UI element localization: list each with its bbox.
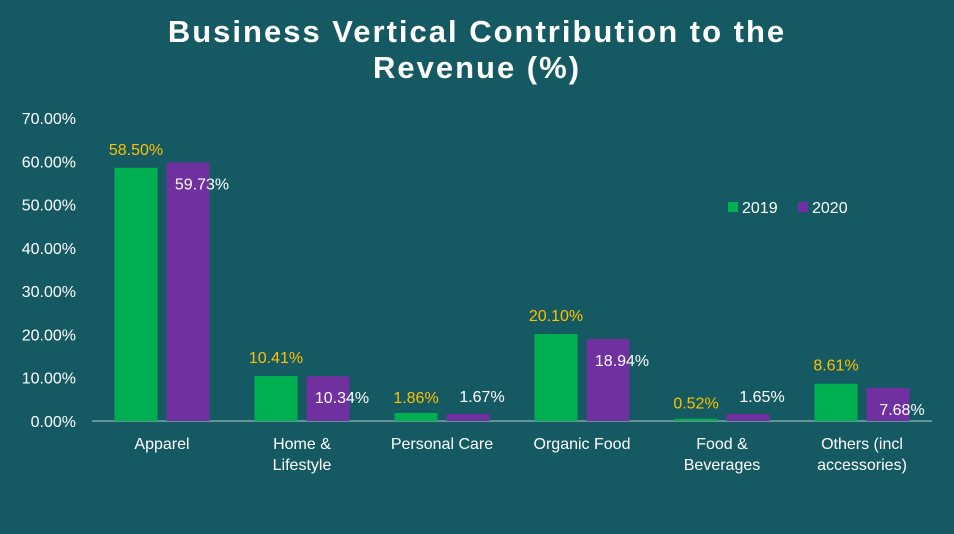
category-label: Apparel (134, 436, 189, 453)
bar-2019 (394, 412, 438, 421)
data-label-2020: 7.68% (879, 402, 924, 419)
legend-swatch-2019 (728, 202, 738, 212)
bar-2020 (586, 339, 630, 421)
bar-2019 (114, 167, 158, 421)
category-label: Lifestyle (273, 457, 332, 474)
y-tick-label: 10.00% (22, 371, 76, 388)
data-label-2019: 8.61% (813, 358, 858, 375)
bar-2020 (446, 413, 490, 421)
y-tick-label: 0.00% (31, 414, 76, 431)
category-label: Organic Food (534, 436, 631, 453)
category-label: accessories) (817, 457, 907, 474)
chart-title: Business Vertical Contribution to the Re… (0, 14, 954, 86)
bar-2020 (726, 413, 770, 421)
bar-2019 (674, 418, 718, 421)
y-tick-label: 20.00% (22, 327, 76, 344)
y-tick-label: 30.00% (22, 284, 76, 301)
bar-2020 (166, 162, 210, 422)
category-label: Others (incl (821, 436, 903, 453)
bar-2019 (534, 333, 578, 421)
y-tick-label: 70.00% (22, 111, 76, 128)
data-label-2019: 58.50% (109, 142, 163, 159)
data-label-2019: 20.10% (529, 308, 583, 325)
data-label-2019: 10.41% (249, 350, 303, 367)
category-label: Home & (273, 436, 331, 453)
data-label-2020: 1.65% (739, 389, 784, 406)
y-tick-label: 50.00% (22, 198, 76, 215)
data-label-2020: 59.73% (175, 176, 229, 193)
chart-title-line-2: Revenue (%) (372, 50, 582, 85)
category-label: Personal Care (391, 436, 493, 453)
data-label-2019: 1.86% (393, 390, 438, 407)
legend-label-2020: 2020 (812, 200, 848, 217)
chart-title-line-1: Business Vertical Contribution to the (167, 14, 787, 49)
bar-2019 (254, 375, 298, 421)
legend-label-2019: 2019 (742, 200, 778, 217)
bar-2019 (814, 383, 858, 421)
legend-swatch-2020 (798, 202, 808, 212)
data-label-2020: 1.67% (459, 389, 504, 406)
bar-2020 (306, 376, 350, 421)
y-tick-label: 40.00% (22, 241, 76, 258)
y-tick-label: 60.00% (22, 154, 76, 171)
bar-2020 (866, 387, 910, 421)
category-label: Beverages (684, 457, 761, 474)
data-label-2020: 10.34% (315, 390, 369, 407)
data-label-2019: 0.52% (673, 396, 718, 413)
category-label: Food & (696, 436, 748, 453)
data-label-2020: 18.94% (595, 353, 649, 370)
